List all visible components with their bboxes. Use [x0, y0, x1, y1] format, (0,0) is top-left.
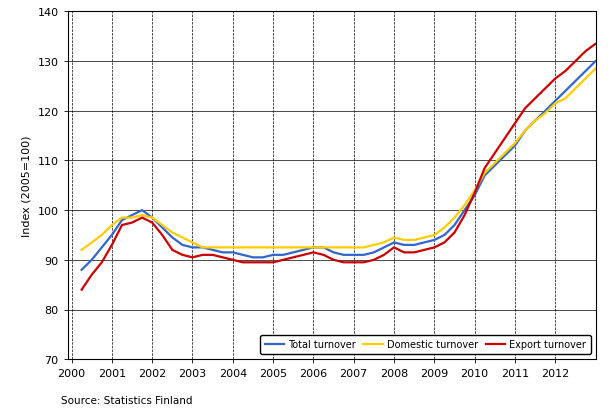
Export turnover: [78, 287, 85, 292]
Line: Domestic turnover: Domestic turnover: [82, 64, 614, 250]
Domestic turnover: [78, 248, 85, 253]
Domestic turnover: [309, 245, 317, 250]
Line: Total turnover: Total turnover: [82, 57, 614, 270]
Domestic turnover: [602, 62, 609, 67]
Export turnover: [602, 40, 609, 45]
Domestic turnover: [270, 245, 277, 250]
Export turnover: [592, 42, 599, 47]
Total turnover: [592, 59, 599, 64]
Y-axis label: Index (2005=100): Index (2005=100): [22, 135, 32, 237]
Export turnover: [309, 250, 317, 255]
Total turnover: [602, 55, 609, 59]
Total turnover: [78, 268, 85, 273]
Total turnover: [309, 245, 317, 250]
Text: Source: Statistics Finland: Source: Statistics Finland: [61, 395, 193, 405]
Line: Export turnover: Export turnover: [82, 42, 614, 290]
Domestic turnover: [592, 67, 599, 72]
Total turnover: [270, 253, 277, 258]
Legend: Total turnover, Domestic turnover, Export turnover: Total turnover, Domestic turnover, Expor…: [260, 335, 591, 354]
Export turnover: [270, 260, 277, 265]
